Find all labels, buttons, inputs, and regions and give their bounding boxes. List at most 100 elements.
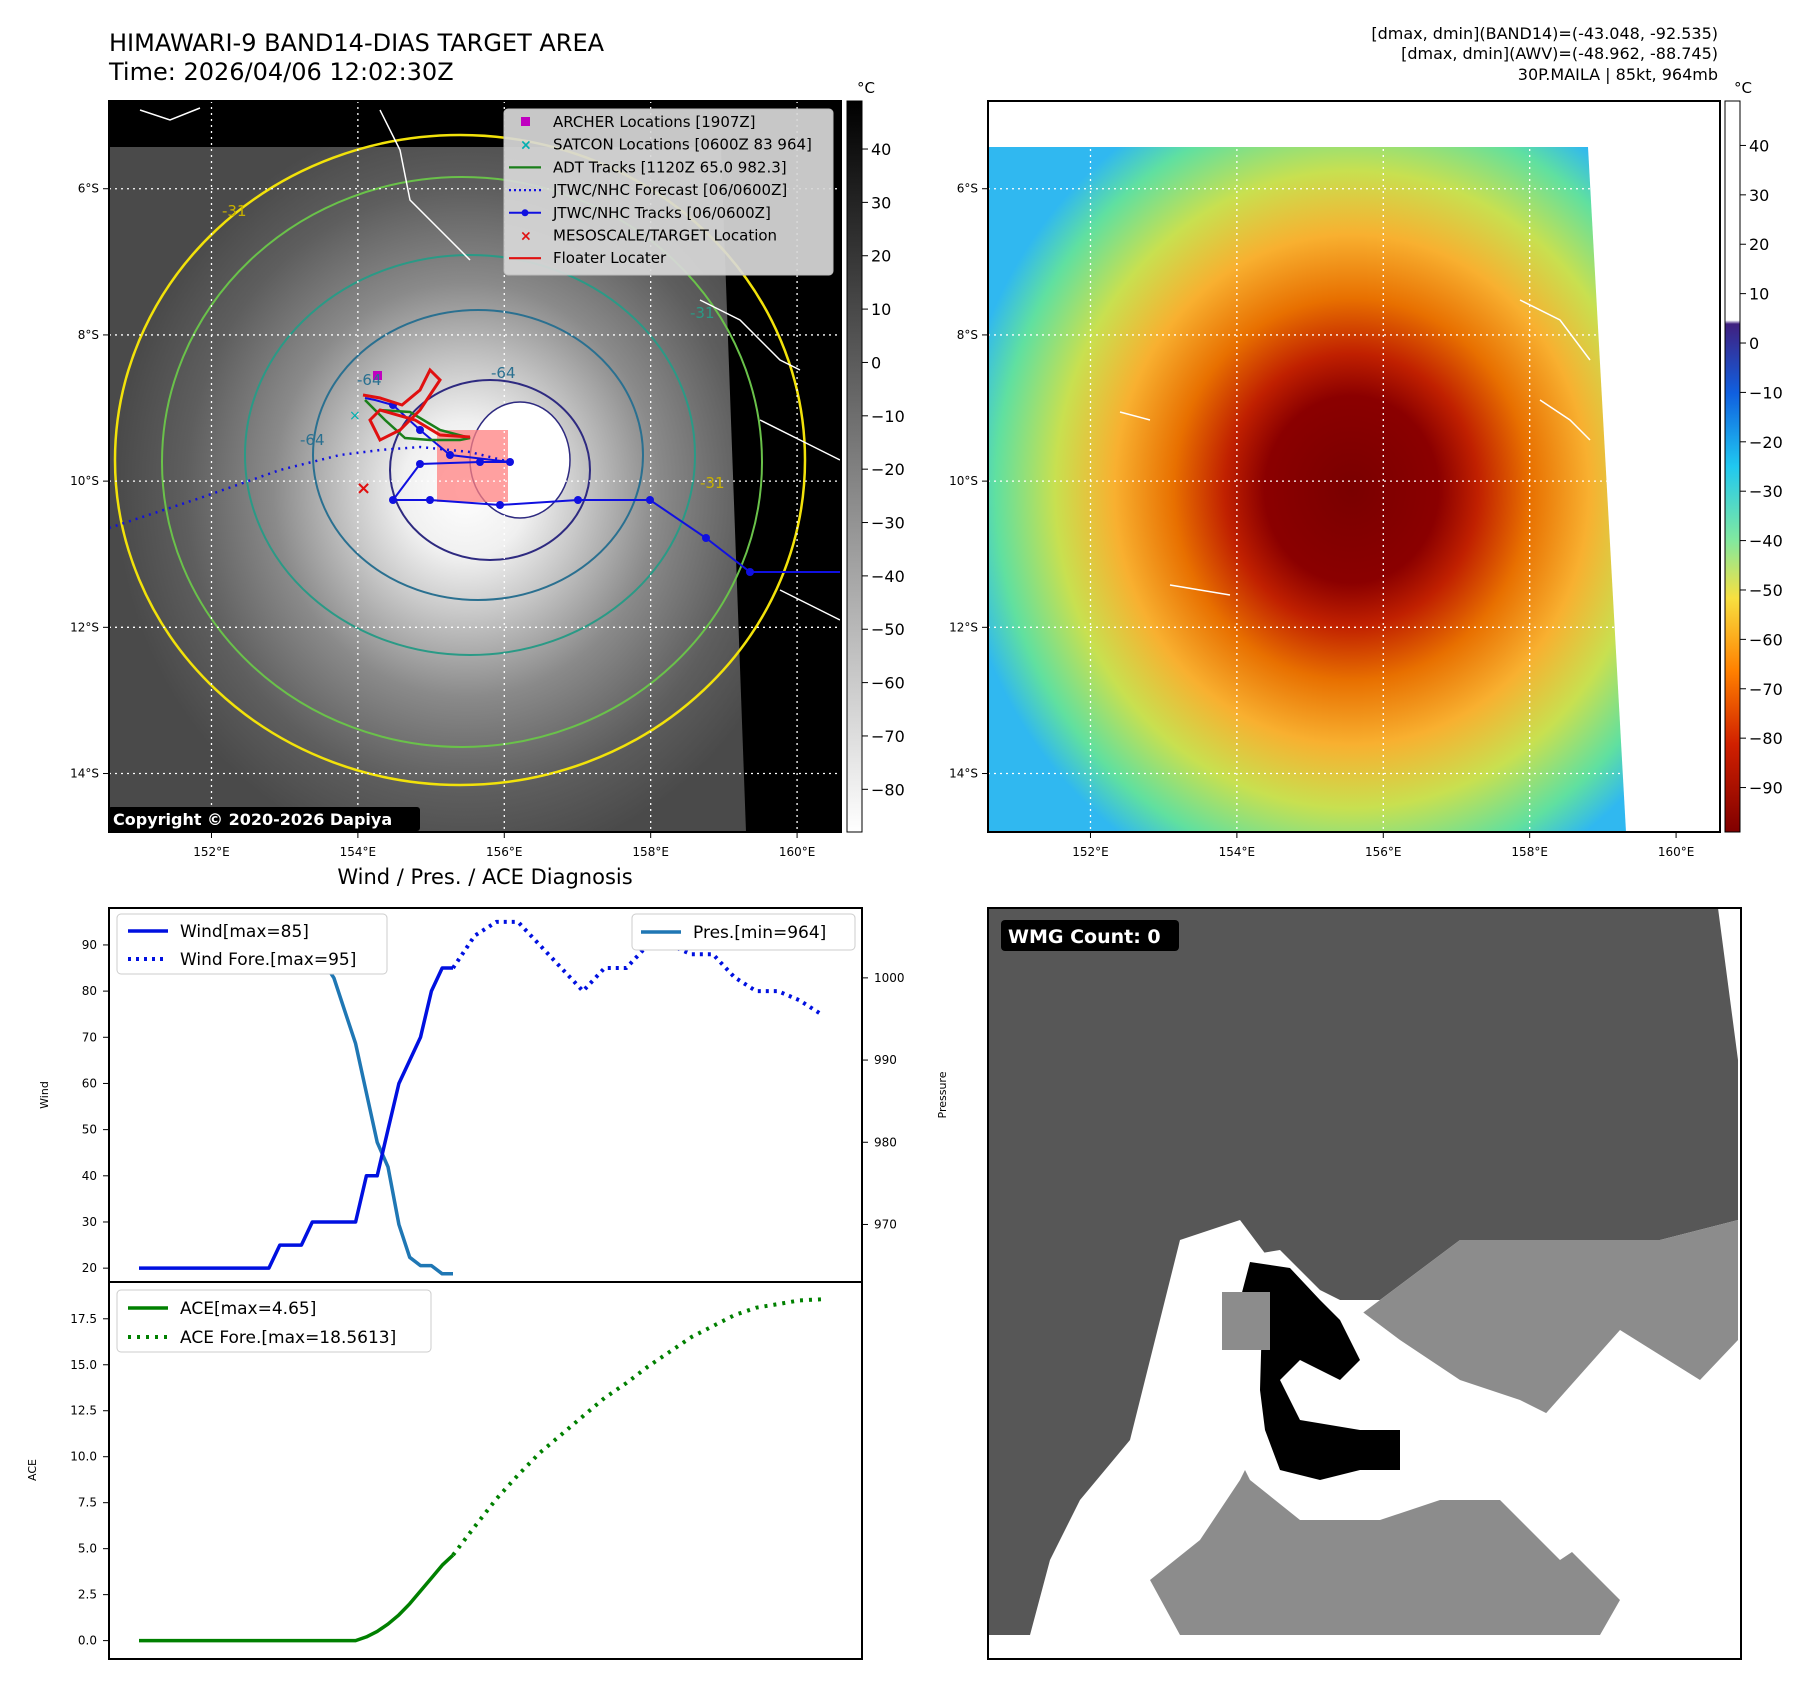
awv-map-panel: 152°E 154°E 156°E 158°E 160°E 6°S 8°S 10°S 12°S 1…: [949, 100, 1721, 859]
awv-axis-ticks: 152°E 154°E 156°E 158°E 160°E 6°S 8°S 10°S 12°S 1…: [949, 182, 1694, 859]
jtwc-forecast-track: [109, 445, 511, 530]
lat-tick-label: 14°S: [949, 767, 978, 781]
map-legend: ARCHER Locations [1907Z] × SATCON Location…: [503, 108, 834, 276]
wind-series-line: [139, 966, 453, 1270]
contour-label: -31: [690, 304, 715, 322]
ace-y-tick-label: 5.0: [78, 1542, 97, 1556]
colorbar-tick-label: −60: [871, 674, 905, 693]
lat-tick-label: 10°S: [70, 474, 99, 488]
dmax-band14-text: [dmax, dmin](BAND14)=(-43.048, -92.535): [1371, 24, 1718, 43]
pressure-legend-box: [631, 913, 856, 951]
colorbar-tick-label: −80: [1749, 729, 1783, 748]
legend-item-label: ARCHER Locations [1907Z]: [553, 113, 756, 131]
jtwc-track-point: [746, 568, 754, 576]
colorbar-tick-label: −80: [871, 780, 905, 799]
lon-tick-label: 158°E: [632, 845, 669, 859]
lat-tick-label: 12°S: [70, 620, 99, 634]
ir-map-frame: [108, 100, 842, 833]
legend-item-label: MESOSCALE/TARGET Location: [553, 227, 777, 245]
lat-tick-label: 8°S: [957, 328, 978, 342]
lat-tick-label: 12°S: [949, 620, 978, 634]
lat-tick-label: 10°S: [949, 474, 978, 488]
copyright-text: Copyright © 2020-2026 Dapiya: [113, 810, 392, 829]
wmg-count-text: WMG Count: 0: [1008, 926, 1161, 948]
awv-colorbar: °C 40 30 20 10 0 −10 −20 −30 −40 −50 −60 −70 −80 −90: [1724, 79, 1783, 833]
contour-lightgreen: [161, 176, 763, 748]
colorbar-tick-label: −50: [1749, 581, 1783, 600]
contour-label: -64: [491, 364, 516, 382]
contour-label: -64: [357, 371, 382, 389]
awv-colorbar-unit: °C: [1734, 79, 1752, 97]
colorbar-tick-label: 20: [1749, 235, 1769, 254]
lon-tick-label: 156°E: [1365, 845, 1402, 859]
wmg-frame: [987, 907, 1742, 1660]
wmg-panel: WMG Count: 0: [987, 907, 1742, 1660]
jtwc-track-point: [506, 458, 514, 466]
ace-y-tick-label: 12.5: [70, 1404, 97, 1418]
awv-colorbar-bar: [1724, 100, 1741, 833]
colorbar-tick-label: −20: [871, 460, 905, 479]
lon-tick-label: 156°E: [486, 845, 523, 859]
ace-forecast-legend-label: ACE Fore.[max=18.5613]: [180, 1328, 396, 1348]
ace-y-tick-label: 10.0: [70, 1450, 97, 1464]
ace-y-tick-label: 0.0: [78, 1634, 97, 1648]
ace-ylabel: ACE: [26, 1459, 39, 1481]
colorbar-tick-label: −30: [871, 514, 905, 533]
storm-info-text: 30P.MAILA | 85kt, 964mb: [1518, 65, 1718, 84]
legend-item-label: JTWC/NHC Forecast [06/0600Z]: [552, 181, 787, 199]
jtwc-track-points: [389, 401, 754, 576]
colorbar-tick-label: 30: [871, 193, 891, 212]
contour-teal: [244, 254, 696, 656]
ace-y-tick-label: 17.5: [70, 1312, 97, 1326]
legend-box: [503, 108, 834, 276]
wmg-count-badge: [1001, 920, 1179, 951]
jtwc-track-point: [416, 460, 424, 468]
pressure-legend-label: Pres.[min=964]: [693, 923, 826, 943]
figure-time: Time: 2026/04/06 12:02:30Z: [108, 58, 454, 86]
colorbar-tick-label: 0: [1749, 334, 1759, 353]
ace-legend-label: ACE[max=4.65]: [180, 1299, 316, 1319]
awv-map-frame: [987, 100, 1721, 833]
awv-imagery: [988, 147, 1626, 832]
wind-y-tick-label: 90: [82, 938, 97, 952]
wind-forecast-legend-label: Wind Fore.[max=95]: [180, 950, 356, 970]
jtwc-track-point: [416, 426, 424, 434]
colorbar-tick-label: −70: [871, 727, 905, 746]
wind-forecast-series-line: [451, 919, 823, 1016]
ace-y-tick-label: 7.5: [78, 1496, 97, 1510]
ace-chart: 0.0 2.5 5.0 7.5 10.0 12.5 15.0 17.5 ACE[max=4.65…: [26, 1281, 863, 1660]
pressure-ylabel: Pressure: [936, 1071, 949, 1118]
awv-coastlines: [1119, 299, 1591, 596]
colorbar-tick-label: 20: [871, 247, 891, 266]
figure-title: HIMAWARI-9 BAND14-DIAS TARGET AREA: [109, 29, 605, 57]
colorbar-tick-label: −10: [1749, 383, 1783, 402]
colorbar-tick-label: −40: [1749, 532, 1783, 551]
legend-item-label: Floater Locater: [553, 249, 667, 267]
pressure-y-tick-label: 980: [874, 1135, 897, 1149]
pressure-y-tick-label: 1000: [874, 971, 905, 985]
wind-y-tick-label: 40: [82, 1169, 97, 1183]
contour-indigo: [389, 379, 591, 561]
lon-tick-label: 154°E: [1219, 845, 1256, 859]
legend-item-label: SATCON Locations [0600Z 83 964]: [553, 136, 812, 154]
lat-tick-label: 8°S: [78, 328, 99, 342]
colorbar-tick-label: −40: [871, 567, 905, 586]
satcon-location-marker: ×: [349, 408, 361, 424]
legend-item-label: JTWC/NHC Tracks [06/0600Z]: [552, 204, 771, 222]
wind-legend-box: [116, 913, 388, 975]
lon-tick-label: 152°E: [193, 845, 230, 859]
lat-tick-label: 6°S: [957, 182, 978, 196]
ir-map-panel: × × -31 -64 -64 -31 -64 -31 ARCHER Locat…: [70, 100, 842, 859]
ir-axis-ticks: 152°E 154°E 156°E 158°E 160°E 6°S 8°S 10°S 12°S 1…: [70, 182, 815, 859]
colorbar-tick-label: −50: [871, 620, 905, 639]
lon-tick-label: 160°E: [779, 845, 816, 859]
band14-colorbar: °C 40 30 20 10 0 −10 −20 −30 −40 −50 −60 −70 −80: [846, 79, 905, 833]
legend-marker-square: [521, 117, 530, 126]
jtwc-track-point: [426, 496, 434, 504]
contour-label: -31: [700, 474, 725, 492]
jtwc-track-point: [646, 496, 654, 504]
colorbar-tick-label: 30: [1749, 186, 1769, 205]
legend-marker-x: ×: [520, 138, 532, 154]
jtwc-track-point: [446, 451, 454, 459]
